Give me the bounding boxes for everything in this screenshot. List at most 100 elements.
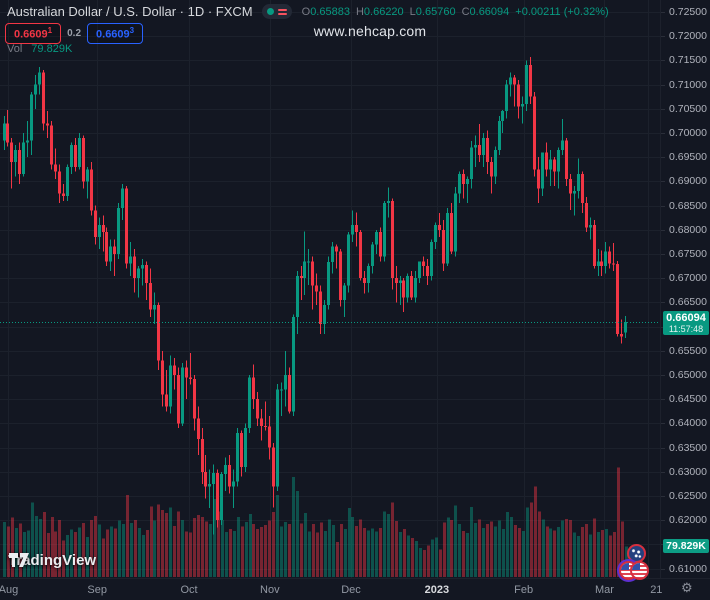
candle-up	[129, 256, 132, 264]
candle-down	[189, 377, 192, 379]
gear-icon[interactable]: ⚙	[681, 580, 693, 595]
volume-bar	[423, 549, 426, 577]
candle-up	[414, 278, 417, 298]
volume-bar	[249, 513, 252, 577]
candle-down	[105, 232, 108, 262]
volume-bar	[344, 528, 347, 577]
volume-bar	[359, 519, 362, 577]
candle-up	[343, 285, 346, 300]
buy-button[interactable]: 0.66093	[87, 23, 144, 44]
price-tick-mark	[661, 375, 665, 376]
volume-bar	[597, 532, 600, 577]
tradingview-logo[interactable]: TradingView	[8, 552, 96, 569]
volume-bar	[146, 529, 149, 577]
candle-down	[319, 291, 322, 325]
candle-up	[466, 178, 469, 184]
price-tick-mark	[661, 520, 665, 521]
volume-bar	[153, 520, 156, 577]
volume-bar	[74, 532, 77, 577]
candle-down	[272, 447, 275, 487]
candle-down	[74, 145, 77, 167]
price-tick-mark	[661, 36, 665, 37]
volume-bar	[498, 520, 501, 577]
volume-bar	[181, 519, 184, 577]
price-tick-mark	[661, 206, 665, 207]
candle-down	[490, 162, 493, 177]
volume-bar	[367, 530, 370, 577]
candle-down	[94, 210, 97, 238]
volume-bar	[138, 528, 141, 577]
candle-down	[395, 278, 398, 284]
price-tick-label: 0.67500	[669, 248, 707, 260]
volume-bar	[43, 512, 46, 577]
candle-up	[244, 428, 247, 467]
price-tick-mark	[661, 109, 665, 110]
candle-down	[593, 224, 596, 267]
candle-down	[197, 418, 200, 439]
volume-bar	[35, 516, 38, 577]
volume-bar	[280, 526, 283, 577]
volume-bar	[288, 524, 291, 577]
candle-up	[557, 149, 560, 172]
volume-bar	[292, 477, 295, 577]
candle-up	[303, 261, 306, 279]
candle-up	[494, 149, 497, 177]
candle-up	[307, 261, 310, 263]
volume-bar	[122, 524, 125, 577]
volume-bar	[621, 521, 624, 577]
candle-down	[585, 203, 588, 228]
time-axis[interactable]: Aug Sep Oct Nov Dec 2023 Feb Mar 21	[0, 578, 710, 600]
time-axis-label: Sep	[87, 584, 107, 596]
volume-bar	[272, 512, 275, 577]
volume-bar	[173, 525, 176, 577]
candle-down	[54, 164, 57, 172]
candle-down	[513, 77, 516, 85]
us-flag-icon[interactable]	[630, 561, 649, 580]
candle-up	[153, 304, 156, 310]
candle-down	[18, 149, 21, 175]
price-tick-mark	[661, 399, 665, 400]
volume-bar	[549, 528, 552, 577]
volume-bar	[411, 538, 414, 577]
volume-bar	[157, 504, 160, 577]
close-value: 0.66094	[469, 5, 510, 18]
volume-bar	[407, 535, 410, 577]
candle-up	[470, 147, 473, 179]
candle-up	[70, 145, 73, 167]
candle-up	[371, 244, 374, 267]
candle-down	[363, 278, 366, 284]
bar-countdown: 11:57:48	[668, 324, 704, 335]
time-axis-label: Mar	[594, 584, 614, 596]
volume-bar	[419, 548, 422, 577]
candle-up	[347, 234, 350, 286]
candle-up	[458, 174, 461, 194]
candle-up	[383, 203, 386, 257]
volume-bar	[320, 522, 323, 577]
candle-down	[620, 333, 623, 337]
volume-bar	[565, 519, 568, 577]
candle-up	[505, 84, 508, 112]
price-tick-label: 0.68500	[669, 199, 707, 212]
volume-bar	[454, 505, 457, 577]
volume-bar	[617, 467, 620, 577]
candle-down	[90, 169, 93, 211]
candle-up	[604, 251, 607, 267]
sell-button[interactable]: 0.66091	[5, 23, 62, 44]
volume-bar	[518, 527, 521, 577]
candle-down	[133, 256, 136, 279]
candlestick-chart[interactable]	[0, 0, 660, 578]
volume-bar	[161, 509, 164, 577]
volume-bar	[391, 502, 394, 577]
candle-up	[387, 200, 390, 204]
candle-up	[454, 193, 457, 252]
market-status-button[interactable]	[261, 4, 292, 19]
volume-row[interactable]: Vol 79.829K	[7, 43, 72, 55]
candle-down	[50, 125, 53, 165]
price-axis[interactable]: 0.66094 11:57:48 79.829K 0.72500 0.72000 0…	[660, 0, 710, 578]
candle-up	[66, 166, 69, 196]
price-tick-mark	[661, 423, 665, 424]
volume-bar	[443, 522, 446, 577]
symbol-title[interactable]: Australian Dollar / U.S. Dollar · 1D · F…	[7, 4, 253, 19]
price-tick-label: 0.70500	[669, 102, 707, 115]
candle-up	[98, 224, 101, 238]
